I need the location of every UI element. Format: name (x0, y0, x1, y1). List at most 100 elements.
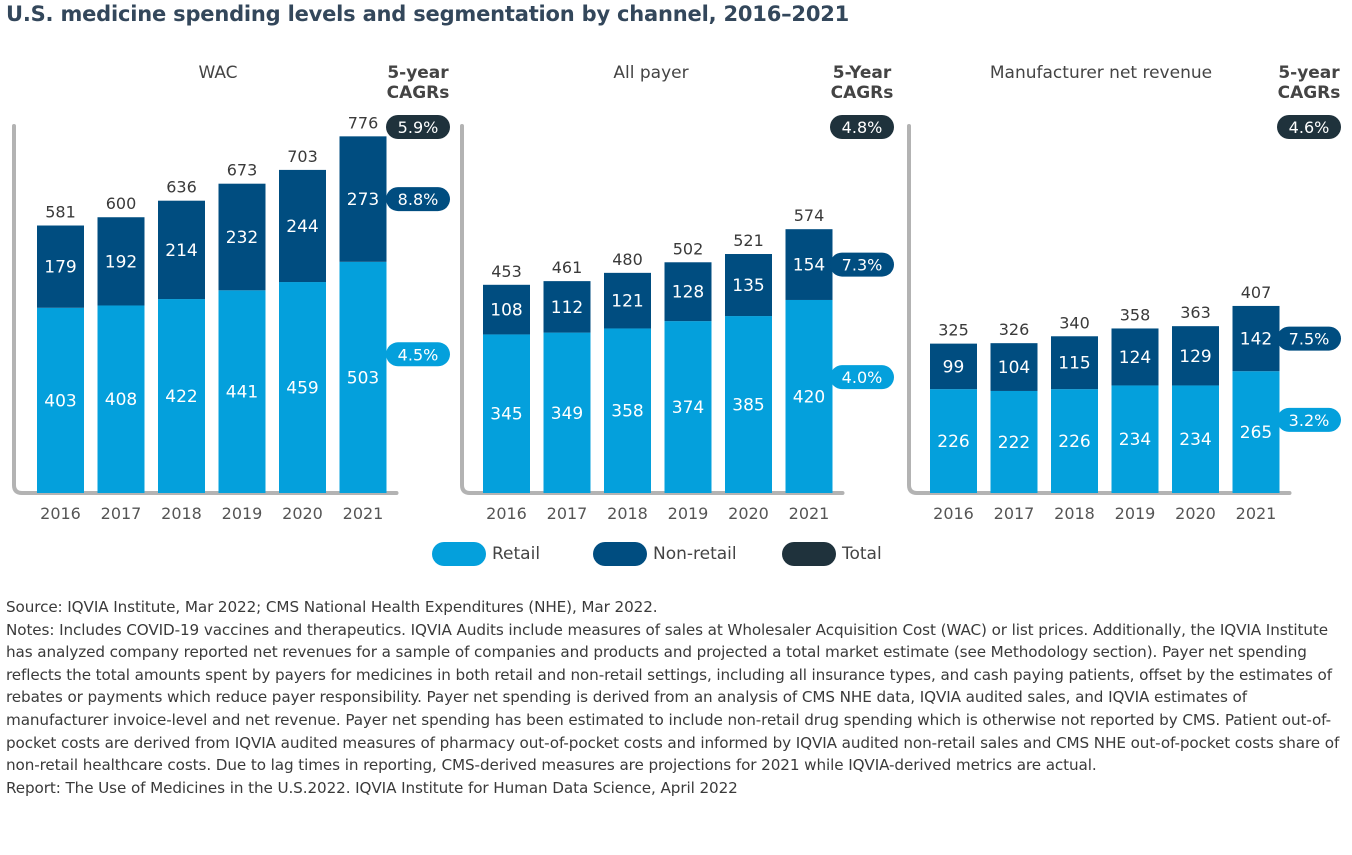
label-non-retail-all-payer-2021: 154 (793, 256, 825, 276)
bar-non-retail-all-payer-2021 (785, 229, 833, 300)
tick-all-payer-2016: 2016 (486, 504, 527, 523)
label-total-all-payer-2017: 461 (552, 258, 583, 277)
label-retail-wac-2021: 503 (347, 368, 379, 388)
axis-all-payer (460, 124, 845, 495)
tick-all-payer-2018: 2018 (607, 504, 648, 523)
bar-retail-net-revenue-2017 (990, 390, 1038, 493)
tick-all-payer-2019: 2019 (668, 504, 709, 523)
bar-non-retail-wac-2020 (279, 169, 326, 283)
label-retail-all-payer-2020: 385 (732, 396, 764, 416)
panel-title-all-payer: All payer (613, 63, 688, 83)
label-non-retail-wac-2020: 244 (286, 217, 318, 237)
label-total-all-payer-2021: 574 (794, 206, 825, 225)
tick-wac-2016: 2016 (40, 504, 81, 523)
bar-non-retail-net-revenue-2021 (1232, 305, 1280, 372)
source-note: Source: IQVIA Institute, Mar 2022; CMS N… (6, 598, 658, 616)
bar-retail-wac-2021 (339, 261, 387, 493)
cagr-header-net-revenue-0: 5-year (1278, 63, 1340, 83)
chart-title: U.S. medicine spending levels and segmen… (6, 2, 850, 26)
label-retail-all-payer-2018: 358 (611, 402, 643, 422)
tick-net-revenue-2021: 2021 (1236, 504, 1277, 523)
label-total-all-payer-2020: 521 (733, 231, 764, 250)
label-retail-net-revenue-2016: 226 (937, 432, 969, 452)
cagr-header-all-payer-1: CAGRs (831, 83, 894, 103)
label-total-net-revenue-2020: 363 (1180, 303, 1211, 322)
bar-non-retail-all-payer-2020 (725, 254, 772, 317)
label-non-retail-net-revenue-2019: 124 (1119, 348, 1151, 368)
label-total-wac-2017: 600 (106, 194, 137, 213)
cagr-pill-total-all-payer (830, 115, 894, 139)
bar-non-retail-wac-2021 (339, 136, 387, 262)
axis-net-revenue (907, 124, 1292, 495)
cagr-value-retail-net-revenue: 3.2% (1289, 411, 1330, 430)
tick-wac-2020: 2020 (282, 504, 323, 523)
label-non-retail-all-payer-2017: 112 (551, 298, 583, 318)
label-total-net-revenue-2016: 325 (938, 321, 969, 340)
legend-label-non-retail: Non-retail (653, 544, 737, 564)
cagr-pill-non-retail-net-revenue (1277, 326, 1341, 351)
bar-non-retail-net-revenue-2016 (930, 343, 977, 390)
bar-retail-wac-2018 (158, 299, 205, 493)
bar-non-retail-all-payer-2018 (604, 272, 651, 329)
bar-retail-all-payer-2019 (664, 321, 712, 493)
label-retail-wac-2020: 459 (286, 379, 318, 399)
label-total-all-payer-2018: 480 (612, 250, 643, 269)
bar-retail-net-revenue-2019 (1111, 385, 1159, 493)
bar-non-retail-net-revenue-2020 (1172, 326, 1219, 386)
footnotes: Source: IQVIA Institute, Mar 2022; CMS N… (6, 596, 1346, 799)
label-retail-net-revenue-2019: 234 (1119, 430, 1151, 450)
cagr-pill-retail-net-revenue (1277, 407, 1341, 432)
bar-non-retail-net-revenue-2017 (990, 343, 1038, 391)
tick-net-revenue-2019: 2019 (1115, 504, 1156, 523)
label-retail-all-payer-2016: 345 (490, 405, 522, 425)
cagr-value-non-retail-net-revenue: 7.5% (1289, 330, 1330, 349)
cagr-pill-non-retail-all-payer (830, 252, 894, 277)
bar-non-retail-wac-2018 (158, 200, 205, 300)
label-non-retail-net-revenue-2020: 129 (1179, 347, 1211, 367)
tick-wac-2021: 2021 (343, 504, 384, 523)
label-retail-all-payer-2021: 420 (793, 387, 825, 407)
cagr-pill-retail-wac (386, 342, 450, 367)
cagr-pill-retail-all-payer (830, 365, 894, 390)
cagr-header-net-revenue-1: CAGRs (1278, 83, 1341, 103)
bar-retail-net-revenue-2021 (1232, 371, 1280, 493)
bar-non-retail-all-payer-2019 (664, 262, 712, 322)
chart-area: WAC 5-yearCAGRs40317958120164081926002017… (12, 63, 1341, 523)
axis-wac (12, 124, 399, 495)
label-retail-all-payer-2017: 349 (551, 404, 583, 424)
cagr-header-wac-0: 5-year (387, 63, 449, 83)
cagr-pill-total-net-revenue (1277, 115, 1341, 139)
label-non-retail-net-revenue-2021: 142 (1240, 330, 1272, 350)
label-total-net-revenue-2021: 407 (1241, 283, 1272, 302)
cagr-value-total-net-revenue: 4.6% (1289, 118, 1330, 137)
legend-label-retail: Retail (492, 544, 541, 564)
bar-non-retail-wac-2017 (97, 217, 145, 306)
bar-retail-wac-2017 (97, 305, 145, 493)
report-note: Report: The Use of Medicines in the U.S.… (6, 778, 738, 797)
bar-retail-net-revenue-2020 (1172, 385, 1219, 493)
label-retail-net-revenue-2017: 222 (998, 433, 1030, 453)
label-non-retail-wac-2017: 192 (105, 252, 137, 272)
bar-retail-all-payer-2021 (785, 299, 833, 493)
label-non-retail-wac-2018: 214 (165, 241, 197, 261)
label-non-retail-wac-2016: 179 (44, 258, 76, 278)
label-total-net-revenue-2019: 358 (1120, 305, 1151, 324)
tick-all-payer-2020: 2020 (728, 504, 769, 523)
bar-non-retail-wac-2019 (218, 183, 266, 291)
bar-non-retail-net-revenue-2019 (1111, 328, 1159, 386)
bar-non-retail-all-payer-2016 (483, 284, 530, 335)
label-total-net-revenue-2018: 340 (1059, 313, 1090, 332)
bar-retail-net-revenue-2016 (930, 389, 977, 493)
label-total-wac-2021: 776 (348, 113, 379, 132)
panel-title-net-revenue: Manufacturer net revenue (990, 63, 1212, 83)
cagr-header-all-payer-0: 5-Year (833, 63, 892, 83)
legend-label-total: Total (842, 544, 882, 564)
panel-title-wac: WAC (198, 63, 237, 83)
tick-all-payer-2021: 2021 (789, 504, 830, 523)
label-retail-wac-2017: 408 (105, 390, 137, 410)
bar-retail-net-revenue-2018 (1051, 389, 1098, 493)
tick-wac-2017: 2017 (101, 504, 142, 523)
label-retail-net-revenue-2021: 265 (1240, 423, 1272, 443)
bar-retail-all-payer-2017 (543, 332, 591, 493)
bar-retail-wac-2020 (279, 282, 326, 493)
